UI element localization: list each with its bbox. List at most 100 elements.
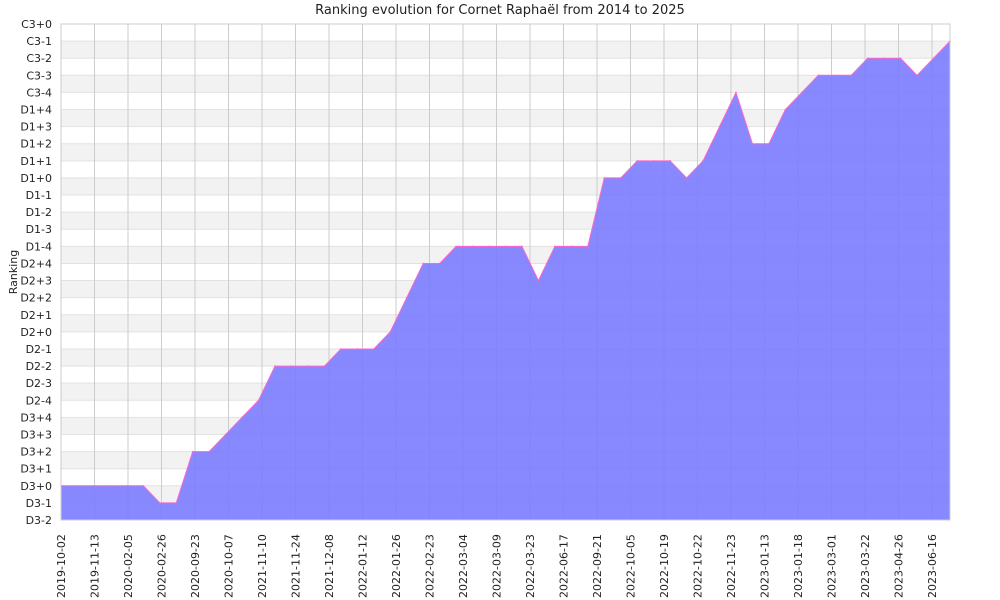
y-tick-label: D2-1 <box>26 343 52 356</box>
y-tick-label: D1-4 <box>26 240 52 253</box>
x-tick-label: 2023-04-26 <box>893 534 906 598</box>
chart-title: Ranking evolution for Cornet Raphaël fro… <box>315 3 685 18</box>
plot-frame <box>60 23 951 521</box>
y-tick-label: D3+3 <box>20 428 52 441</box>
data-point <box>554 245 556 248</box>
data-point <box>850 74 853 77</box>
data-point <box>521 245 523 248</box>
y-tick-label: D3+4 <box>20 411 52 424</box>
y-tick-label: D3-1 <box>26 497 52 510</box>
data-point <box>685 177 688 179</box>
data-point <box>422 262 424 265</box>
x-tick-label: 2022-01-12 <box>357 534 370 598</box>
data-point <box>784 108 787 111</box>
y-tick-label: D2+1 <box>20 309 52 322</box>
x-tick-label: 2022-03-23 <box>524 534 537 598</box>
x-tick-label: 2020-02-26 <box>156 534 169 598</box>
data-point <box>175 502 178 504</box>
data-point <box>504 245 507 248</box>
plot-band <box>61 75 950 93</box>
y-axis-label: Ranking <box>7 250 20 295</box>
x-tick-label: 2019-10-02 <box>55 534 68 598</box>
data-point <box>866 57 869 60</box>
y-tick-label: D3+1 <box>20 463 52 476</box>
data-point <box>899 57 902 60</box>
y-tick-label: D1-3 <box>26 223 52 236</box>
data-point <box>932 57 935 60</box>
y-tick-label: C3-3 <box>26 69 52 82</box>
data-point <box>768 142 770 145</box>
x-tick-label: 2022-03-04 <box>457 534 470 598</box>
plot-band <box>61 41 950 59</box>
data-point <box>751 142 754 145</box>
data-point <box>126 484 128 487</box>
data-point <box>307 365 309 367</box>
data-point <box>587 245 589 248</box>
data-point <box>208 450 210 453</box>
x-tick-label: 2021-11-24 <box>290 534 303 598</box>
data-point <box>833 74 836 77</box>
y-tick-label: D1+1 <box>20 155 52 168</box>
y-tick-label: D2+4 <box>20 257 52 270</box>
x-tick-label: 2021-11-10 <box>256 534 269 598</box>
y-tick-label: D2-3 <box>26 377 52 390</box>
data-point <box>883 57 885 60</box>
y-tick-label: C3-1 <box>26 35 52 48</box>
y-tick-label: D2-2 <box>26 360 52 373</box>
data-point <box>373 348 375 350</box>
data-point <box>702 160 704 162</box>
y-tick-label: D1+0 <box>20 172 52 185</box>
data-point <box>241 416 243 419</box>
y-tick-label: C3-2 <box>26 52 52 65</box>
y-tick-label: C3-4 <box>26 86 52 99</box>
x-tick-label: 2022-06-17 <box>558 534 571 598</box>
x-tick-labels: 2019-10-02 2019-11-13 2020-02-05 2020-02-26… <box>55 534 939 598</box>
y-tick-label: D3-2 <box>26 514 52 527</box>
x-tick-label: 2023-03-22 <box>859 534 872 598</box>
data-point <box>191 450 194 453</box>
data-point <box>669 160 671 162</box>
data-point <box>142 484 145 487</box>
data-point <box>570 245 573 248</box>
x-tick-label: 2020-10-07 <box>223 534 236 598</box>
data-point <box>817 74 820 77</box>
data-point <box>257 399 260 402</box>
ranking-area <box>61 41 950 520</box>
x-tick-label: 2022-10-22 <box>692 534 705 598</box>
data-point <box>916 74 918 77</box>
y-tick-label: D2-4 <box>26 394 52 407</box>
data-point <box>603 177 606 179</box>
y-tick-label: C3+0 <box>21 18 52 31</box>
plot-band <box>61 92 950 110</box>
y-tick-label: D2+0 <box>20 326 52 339</box>
x-tick-label: 2023-01-13 <box>759 534 772 598</box>
x-tick-label: 2022-02-23 <box>424 534 437 598</box>
data-point <box>290 365 293 367</box>
x-tick-label: 2020-02-05 <box>122 534 135 598</box>
x-tick-label: 2022-03-09 <box>491 534 504 598</box>
data-point <box>340 348 342 350</box>
x-tick-label: 2020-09-23 <box>189 534 202 598</box>
data-point <box>274 365 276 367</box>
plot-band <box>61 24 950 42</box>
plot-band <box>61 58 950 76</box>
x-tick-label: 2022-01-26 <box>390 534 403 598</box>
data-point <box>109 484 112 487</box>
data-point <box>537 279 540 282</box>
y-tick-label: D1-2 <box>26 206 52 219</box>
y-tick-label: D1+4 <box>20 104 52 117</box>
data-point <box>471 245 474 248</box>
data-point <box>224 433 227 436</box>
data-point <box>323 365 326 367</box>
y-tick-label: D1+2 <box>20 138 52 151</box>
y-tick-label: D1-1 <box>26 189 52 202</box>
y-tick-labels: D3-2 D3-1 D3+0 D3+1 D3+2 D3+3 D3+4 D2-4 D2-3 D2-2… <box>20 18 52 527</box>
x-tick-label: 2022-09-21 <box>591 534 604 598</box>
data-point <box>619 177 622 179</box>
y-tick-label: D2+3 <box>20 275 52 288</box>
data-point <box>93 484 95 487</box>
x-tick-label: 2023-01-18 <box>792 534 805 598</box>
x-tick-label: 2022-10-05 <box>625 534 638 598</box>
data-point <box>718 125 721 128</box>
